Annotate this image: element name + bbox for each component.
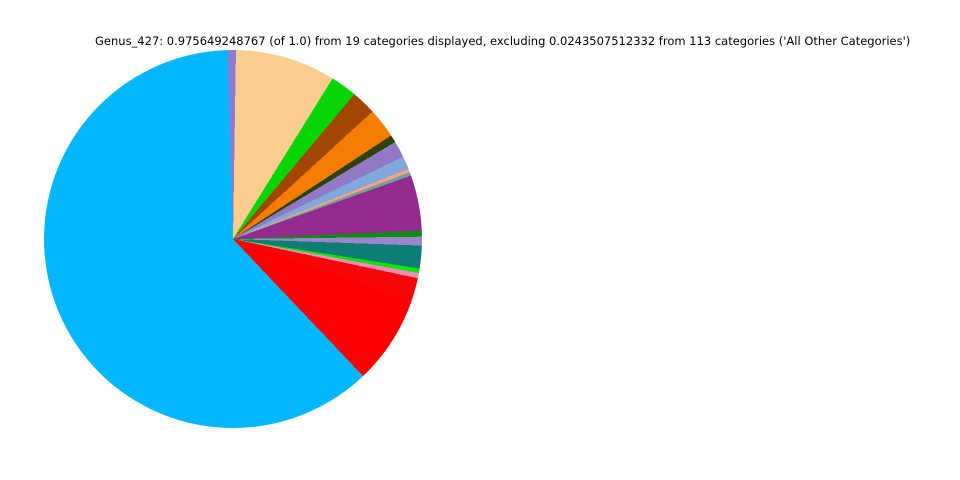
pie-chart [44,50,422,428]
chart-title: Genus_427: 0.975649248767 (of 1.0) from … [95,34,911,48]
